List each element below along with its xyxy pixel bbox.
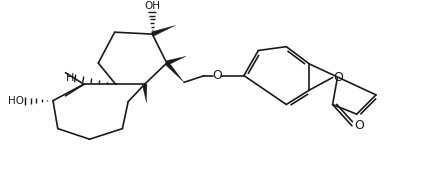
Polygon shape <box>166 56 186 65</box>
Text: H: H <box>66 73 74 83</box>
Polygon shape <box>142 84 147 103</box>
Text: HO: HO <box>8 96 24 106</box>
Polygon shape <box>152 25 175 36</box>
Polygon shape <box>165 62 184 82</box>
Text: O: O <box>354 119 364 132</box>
Text: O: O <box>212 69 222 82</box>
Text: OH: OH <box>144 1 160 11</box>
Text: O: O <box>334 71 343 84</box>
